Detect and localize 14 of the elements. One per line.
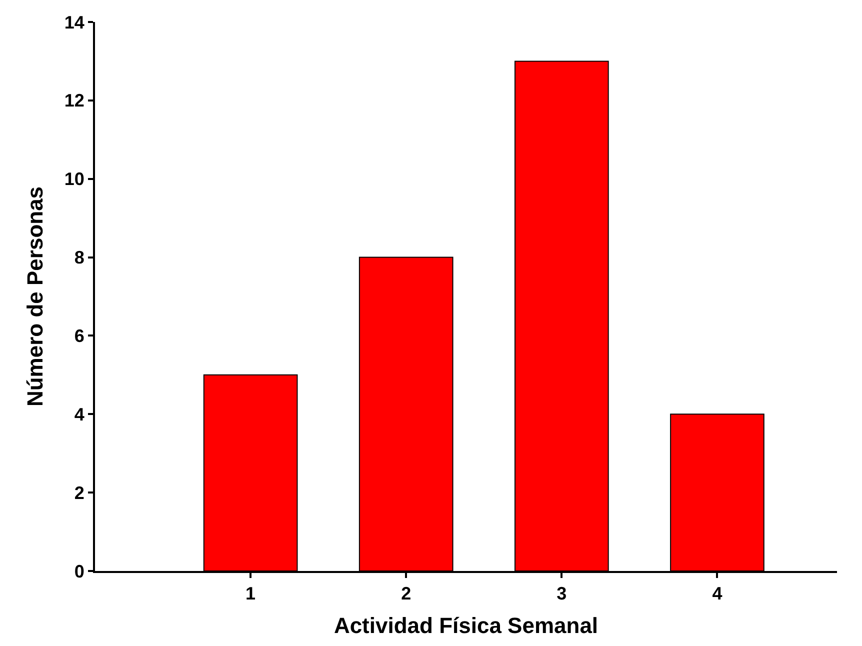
y-tick-label: 6 <box>74 326 84 346</box>
x-tick-label: 2 <box>401 584 412 604</box>
x-axis-title: Actividad Física Semanal <box>334 613 598 638</box>
x-tick-label: 3 <box>556 584 567 604</box>
y-tick-label: 8 <box>74 248 84 268</box>
y-tick-label: 2 <box>74 482 84 503</box>
y-tick-label: 14 <box>64 12 84 32</box>
y-tick-label: 0 <box>74 561 84 582</box>
y-axis-title: Número de Personas <box>22 186 48 407</box>
x-tick-label: 4 <box>712 584 722 604</box>
y-tick-label: 4 <box>74 404 84 424</box>
y-tick-label: 10 <box>64 169 84 190</box>
x-tick-label: 1 <box>246 584 256 604</box>
y-tick-label: 12 <box>64 90 84 111</box>
